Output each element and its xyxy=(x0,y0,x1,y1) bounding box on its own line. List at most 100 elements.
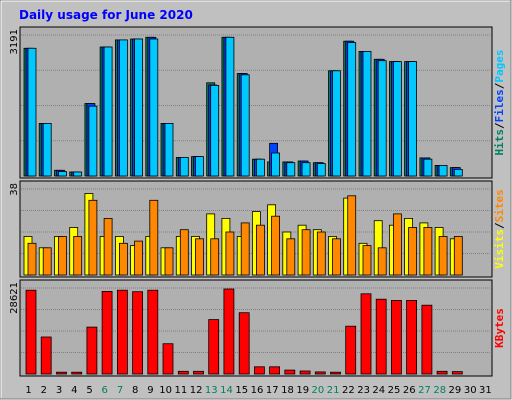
x-label-day-29: 29 xyxy=(449,385,462,396)
bar-kbytes-day-25 xyxy=(390,299,402,375)
y-max-label-hits-files-pages: 3191 xyxy=(9,29,20,54)
bar-kbytes-day-16 xyxy=(253,366,265,375)
legend-item-visits-sites-0: Visits xyxy=(493,229,506,269)
bar-kbytes-day-2 xyxy=(40,336,52,375)
x-label-day-6: 6 xyxy=(102,385,108,396)
bar-sites-day-10 xyxy=(164,247,174,276)
x-label-day-15: 15 xyxy=(235,385,248,396)
x-label-day-26: 26 xyxy=(403,385,416,396)
x-label-day-11: 11 xyxy=(175,385,188,396)
bar-sites-day-16 xyxy=(255,224,265,276)
legend-item-hits-files-pages-0: Hits xyxy=(493,129,506,156)
chart-title: Daily usage for June 2020 xyxy=(19,8,193,22)
x-label-day-28: 28 xyxy=(433,385,446,396)
x-label-day-2: 2 xyxy=(41,385,47,396)
bar-sites-day-2 xyxy=(42,247,52,276)
bar-pages-day-2 xyxy=(42,123,52,177)
bar-pages-day-18 xyxy=(286,162,296,177)
bar-sites-day-19 xyxy=(301,229,311,276)
bar-pages-day-17 xyxy=(271,152,281,177)
bar-kbytes-day-8 xyxy=(132,291,144,375)
bar-pages-day-28 xyxy=(438,164,448,177)
x-label-day-3: 3 xyxy=(56,385,62,396)
bar-sites-day-27 xyxy=(423,227,433,276)
bar-pages-day-29 xyxy=(453,168,463,177)
x-label-day-1: 1 xyxy=(25,385,31,396)
bar-kbytes-day-14 xyxy=(223,288,235,375)
bar-kbytes-day-17 xyxy=(269,366,281,375)
bar-pages-day-8 xyxy=(134,38,144,177)
bar-pages-day-27 xyxy=(423,158,433,177)
x-label-day-13: 13 xyxy=(205,385,218,396)
bar-kbytes-day-19 xyxy=(299,370,311,375)
bar-kbytes-day-15 xyxy=(238,312,250,375)
bar-kbytes-day-23 xyxy=(360,293,372,375)
bar-sites-day-8 xyxy=(134,240,144,276)
bar-sites-day-5 xyxy=(88,199,98,276)
bar-kbytes-day-9 xyxy=(147,289,159,375)
bar-kbytes-day-29 xyxy=(451,371,463,375)
legend-item-hits-files-pages-1: / xyxy=(493,122,506,129)
panel-hits-files-pages: 3191 Hits/Files/Pages xyxy=(9,26,506,179)
x-label-day-12: 12 xyxy=(190,385,203,396)
x-label-day-19: 19 xyxy=(296,385,309,396)
legend-item-hits-files-pages-2: Files xyxy=(493,89,506,122)
bar-sites-day-11 xyxy=(179,229,189,276)
bar-sites-day-22 xyxy=(347,195,357,276)
bar-pages-day-26 xyxy=(408,61,418,177)
bar-kbytes-day-28 xyxy=(436,370,448,375)
bar-pages-day-15 xyxy=(240,74,250,177)
bar-pages-day-21 xyxy=(332,70,341,177)
legend-visits-sites: Visits/Sites xyxy=(493,189,506,269)
bar-pages-day-3 xyxy=(58,171,67,177)
y-max-label-visits-sites: 38 xyxy=(9,183,20,196)
legend-item-hits-files-pages-3: / xyxy=(493,82,506,89)
bar-pages-day-23 xyxy=(362,51,372,177)
bar-sites-day-9 xyxy=(149,199,159,276)
bar-kbytes-day-21 xyxy=(330,371,341,375)
x-label-day-16: 16 xyxy=(251,385,264,396)
bar-sites-day-4 xyxy=(73,236,83,276)
x-label-day-5: 5 xyxy=(86,385,92,396)
x-label-day-25: 25 xyxy=(388,385,401,396)
bar-pages-day-24 xyxy=(377,60,387,177)
bar-sites-day-3 xyxy=(58,236,67,276)
bar-sites-day-17 xyxy=(271,215,281,276)
chart-panels: 3191Hits/Files/Pages38Visits/Sites28621K… xyxy=(9,26,506,377)
bar-sites-day-13 xyxy=(210,238,220,276)
bar-pages-day-19 xyxy=(301,162,311,177)
x-axis-labels: 1 2 3 4 5 6 7 8 9 10 11 12 13 14 15 16 17 18 19 20 21 22 23 24 2… xyxy=(25,385,491,396)
x-label-day-20: 20 xyxy=(312,385,325,396)
x-label-day-18: 18 xyxy=(281,385,294,396)
panel-visits-sites: 38 Visits/Sites xyxy=(9,180,506,278)
bar-sites-day-24 xyxy=(377,247,387,276)
x-label-day-24: 24 xyxy=(372,385,385,396)
bar-pages-day-6 xyxy=(103,46,113,177)
x-label-day-22: 22 xyxy=(342,385,355,396)
x-label-day-8: 8 xyxy=(132,385,138,396)
legend-item-visits-sites-2: Sites xyxy=(493,189,506,222)
legend-item-kbytes-0: KBytes xyxy=(493,308,506,348)
bar-sites-day-21 xyxy=(332,238,341,276)
bar-kbytes-day-26 xyxy=(406,299,418,375)
bar-sites-day-1 xyxy=(27,242,37,276)
bar-kbytes-day-4 xyxy=(71,371,83,375)
bar-sites-day-20 xyxy=(316,231,326,276)
bar-pages-day-7 xyxy=(119,39,128,177)
x-label-day-27: 27 xyxy=(418,385,431,396)
x-label-day-14: 14 xyxy=(220,385,233,396)
bar-pages-day-16 xyxy=(255,158,265,177)
bar-kbytes-day-5 xyxy=(86,326,98,375)
bar-pages-day-12 xyxy=(195,156,204,177)
bar-pages-day-4 xyxy=(73,171,83,177)
x-label-day-4: 4 xyxy=(71,385,77,396)
legend-hits-files-pages: Hits/Files/Pages xyxy=(493,50,506,156)
bar-kbytes-day-18 xyxy=(284,369,296,375)
bar-kbytes-day-11 xyxy=(177,370,189,375)
bar-sites-day-6 xyxy=(103,217,113,276)
legend-item-visits-sites-1: / xyxy=(493,222,506,229)
bar-kbytes-day-27 xyxy=(421,304,433,375)
bar-kbytes-day-3 xyxy=(56,371,67,375)
x-label-day-17: 17 xyxy=(266,385,279,396)
